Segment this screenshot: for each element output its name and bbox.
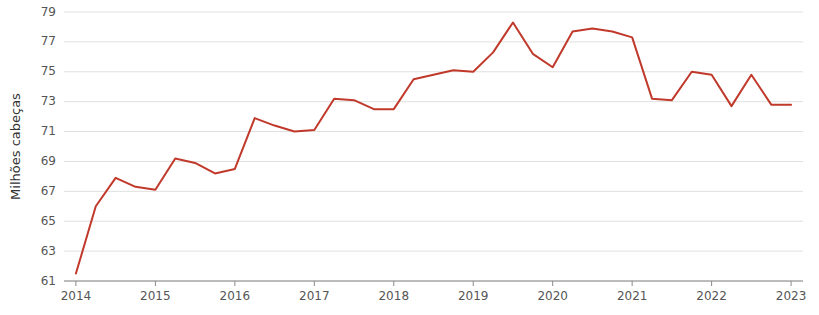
x-tick-label: 2017 — [299, 289, 330, 303]
chart: 61 63 65 67 69 71 73 75 77 79 2014 2015 2016 2017 2018… — [0, 0, 819, 315]
y-axis: 61 63 65 67 69 71 73 75 77 79 — [41, 5, 56, 288]
x-tick-label: 2016 — [220, 289, 251, 303]
grid-line — [64, 161, 803, 162]
x-tick — [632, 281, 633, 286]
y-tick-label: 79 — [41, 5, 56, 19]
x-tick — [473, 281, 474, 286]
y-tick-label: 75 — [41, 64, 56, 78]
grid-line — [64, 221, 803, 222]
x-tick-label: 2021 — [617, 289, 648, 303]
x-tick — [393, 281, 394, 286]
y-tick-label: 61 — [41, 274, 56, 288]
x-tick — [711, 281, 712, 286]
x-tick — [234, 281, 235, 286]
x-tick-label: 2022 — [696, 289, 727, 303]
x-axis: 2014 2015 2016 2017 2018 2019 2020 2021 2022 2023 — [61, 281, 807, 303]
x-tick — [314, 281, 315, 286]
y-tick-label: 77 — [41, 34, 56, 48]
x-axis-line — [64, 281, 803, 282]
x-tick — [155, 281, 156, 286]
y-tick-label: 65 — [41, 214, 56, 228]
grid-line — [64, 281, 803, 282]
x-tick-label: 2019 — [458, 289, 489, 303]
y-tick-label: 67 — [41, 184, 56, 198]
chart-container: 61 63 65 67 69 71 73 75 77 79 2014 2015 2016 2017 2018… — [0, 0, 819, 315]
y-tick-label: 71 — [41, 124, 56, 138]
grid-line — [64, 251, 803, 252]
grid-line — [64, 12, 803, 13]
grid-line — [64, 191, 803, 192]
data-line — [76, 22, 791, 273]
x-tick — [791, 281, 792, 286]
y-grid — [64, 12, 803, 281]
x-tick-label: 2015 — [140, 289, 171, 303]
x-tick-label: 2018 — [378, 289, 409, 303]
y-tick-label: 73 — [41, 94, 56, 108]
x-tick-label: 2014 — [61, 289, 92, 303]
plot-area — [76, 22, 791, 273]
y-tick-label: 69 — [41, 154, 56, 168]
grid-line — [64, 41, 803, 42]
grid-line — [64, 101, 803, 102]
x-tick-label: 2020 — [537, 289, 568, 303]
x-tick — [552, 281, 553, 286]
x-tick — [75, 281, 76, 286]
x-tick-label: 2023 — [776, 289, 807, 303]
y-tick-label: 63 — [41, 244, 56, 258]
grid-line — [64, 131, 803, 132]
y-axis-label: Milhões cabeças — [8, 93, 23, 200]
